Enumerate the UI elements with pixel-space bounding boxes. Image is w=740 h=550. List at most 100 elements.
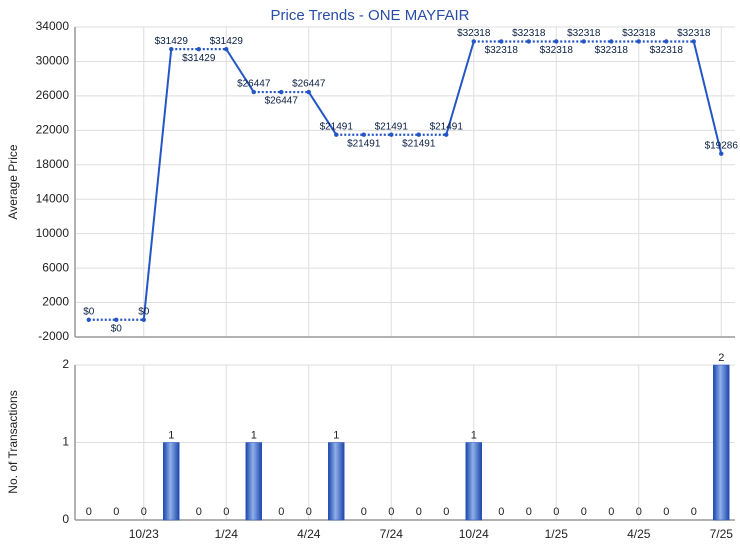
data-label: 0 — [278, 506, 284, 518]
chart-title: Price Trends - ONE MAYFAIR — [271, 7, 470, 24]
data-label: $31429 — [182, 53, 216, 64]
x-tick-label: 1/24 — [215, 527, 239, 541]
y-tick-label: 30000 — [36, 54, 70, 68]
line-segment — [307, 91, 338, 136]
data-point — [554, 39, 559, 44]
data-label: 2 — [718, 352, 724, 364]
data-point — [609, 39, 614, 44]
data-label: $19286 — [705, 140, 739, 151]
data-label: 1 — [251, 429, 257, 441]
line-segment — [225, 48, 255, 93]
data-point — [114, 317, 119, 322]
data-label: 1 — [471, 429, 477, 441]
data-label: $21491 — [402, 138, 436, 149]
data-label: 0 — [306, 506, 312, 518]
data-label: $32318 — [622, 28, 656, 39]
data-point — [86, 317, 91, 322]
data-point — [361, 132, 366, 137]
data-point — [416, 132, 421, 137]
data-label: $26447 — [265, 96, 299, 107]
data-label: 0 — [691, 506, 697, 518]
data-label: $21491 — [347, 138, 381, 149]
y-tick-label: 1 — [62, 435, 69, 449]
y-tick-label: 10000 — [36, 226, 70, 240]
data-point — [251, 89, 256, 95]
x-tick-label: 4/24 — [297, 527, 321, 541]
data-label: $32318 — [595, 45, 629, 56]
x-tick-label: 7/24 — [380, 527, 404, 541]
bar — [465, 442, 482, 521]
data-label: $32318 — [650, 45, 684, 56]
data-label: $32318 — [677, 28, 711, 39]
data-point — [526, 39, 531, 44]
data-point — [279, 89, 284, 95]
data-point — [444, 132, 449, 137]
data-label: $31429 — [210, 36, 244, 47]
data-label: 0 — [141, 506, 147, 518]
data-label: $32318 — [512, 28, 546, 39]
x-tick-label: 10/24 — [459, 527, 489, 541]
data-label: $26447 — [237, 79, 271, 90]
y-tick-label: 22000 — [36, 123, 70, 137]
y-tick-label: 26000 — [36, 88, 70, 102]
data-label: $21491 — [430, 121, 464, 132]
data-label: $0 — [83, 306, 95, 317]
y-tick-label: 0 — [62, 512, 69, 526]
data-point — [196, 46, 201, 52]
data-label: 0 — [223, 506, 229, 518]
bar — [713, 364, 730, 521]
data-label: 1 — [333, 429, 339, 441]
data-label: 0 — [608, 506, 614, 518]
data-label: $32318 — [540, 45, 574, 56]
data-label: 0 — [196, 506, 202, 518]
x-tick-label: 1/25 — [545, 527, 569, 541]
line-segment — [692, 41, 723, 154]
data-point — [581, 39, 586, 44]
line-segment — [142, 49, 173, 320]
data-point — [389, 132, 394, 137]
data-label: $26447 — [292, 79, 326, 90]
data-label: 0 — [663, 506, 669, 518]
data-label: $32318 — [567, 28, 601, 39]
y-tick-label: 18000 — [36, 157, 70, 171]
data-point — [306, 89, 311, 95]
bar — [163, 442, 180, 521]
data-label: $32318 — [485, 45, 519, 56]
y-tick-label: 2000 — [42, 295, 69, 309]
data-point — [664, 39, 669, 44]
line-segment — [445, 41, 475, 135]
data-label: 0 — [553, 506, 559, 518]
y-axis-label: No. of Transactions — [6, 390, 20, 493]
data-label: $32318 — [457, 28, 491, 39]
data-label: 0 — [581, 506, 587, 518]
x-tick-label: 7/25 — [710, 527, 734, 541]
data-point — [141, 317, 146, 322]
data-point — [471, 39, 476, 44]
data-label: 1 — [168, 429, 174, 441]
data-point — [499, 39, 504, 44]
data-label: 0 — [361, 506, 367, 518]
x-tick-label: 10/23 — [129, 527, 159, 541]
bar — [245, 442, 262, 521]
y-tick-label: -2000 — [38, 329, 69, 343]
data-label: 0 — [86, 506, 92, 518]
data-label: 0 — [388, 506, 394, 518]
data-point — [334, 132, 339, 137]
bar — [328, 442, 345, 521]
data-point — [719, 151, 724, 156]
data-label: $31429 — [155, 36, 189, 47]
data-point — [224, 46, 229, 52]
data-label: $0 — [138, 306, 150, 317]
y-tick-label: 14000 — [36, 191, 70, 205]
data-label: $21491 — [320, 121, 354, 132]
y-axis-label: Average Price — [6, 144, 20, 219]
data-point — [169, 46, 174, 52]
y-tick-label: 34000 — [36, 19, 70, 33]
data-point — [636, 39, 641, 44]
data-point — [691, 39, 696, 44]
y-tick-label: 6000 — [42, 260, 69, 274]
data-label: $0 — [111, 323, 123, 334]
data-label: 0 — [416, 506, 422, 518]
data-label: $21491 — [375, 121, 409, 132]
